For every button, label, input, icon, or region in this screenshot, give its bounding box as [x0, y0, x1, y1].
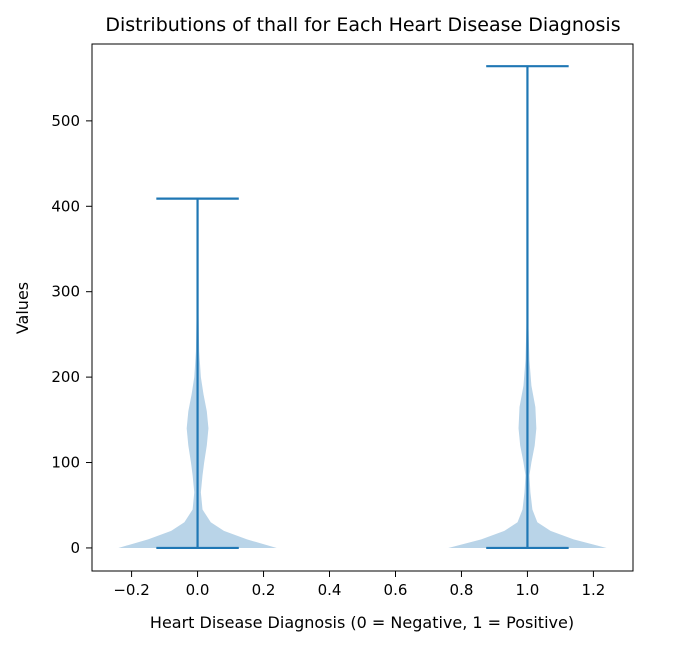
x-tick-label: 0.6	[384, 581, 408, 599]
x-tick-label: 1.2	[581, 581, 605, 599]
plot-area	[118, 65, 607, 550]
x-tick-label: 0.4	[318, 581, 342, 599]
x-tick-label: 1.0	[516, 581, 540, 599]
y-axis-label: Values	[13, 282, 32, 334]
y-tick-label: 400	[51, 197, 80, 215]
x-tick-label: 0.0	[186, 581, 210, 599]
y-tick-label: 500	[51, 112, 80, 130]
x-tick-label: 0.2	[252, 581, 276, 599]
chart-title: Distributions of thall for Each Heart Di…	[105, 14, 620, 36]
y-tick-label: 0	[70, 539, 80, 557]
y-tick-label: 100	[51, 454, 80, 472]
x-axis: −0.2 0.0 0.2 0.4 0.6 0.8 1.0 1.2	[113, 571, 605, 599]
y-tick-label: 200	[51, 368, 80, 386]
plot-frame	[91, 43, 634, 572]
x-tick-label: 0.8	[450, 581, 474, 599]
x-tick-label: −0.2	[113, 581, 149, 599]
y-tick-label: 300	[51, 283, 80, 301]
y-axis: 0 100 200 300 400 500	[51, 112, 92, 557]
x-axis-label: Heart Disease Diagnosis (0 = Negative, 1…	[150, 613, 574, 632]
